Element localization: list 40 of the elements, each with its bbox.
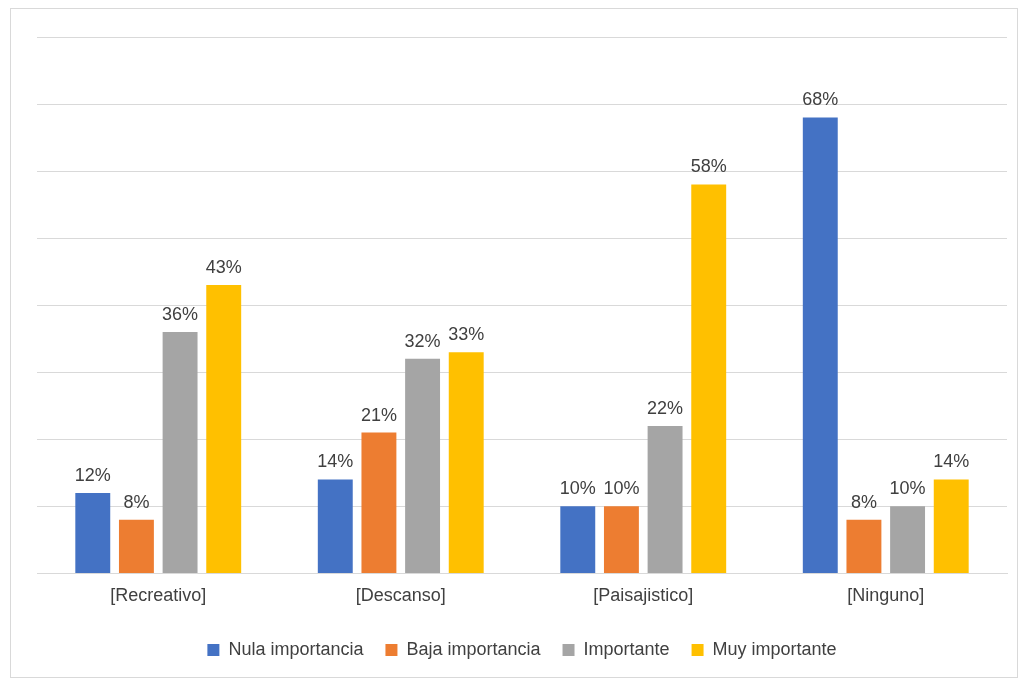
bar — [448, 352, 484, 573]
bar — [691, 184, 727, 573]
bar — [317, 479, 353, 573]
data-label: 33% — [448, 324, 485, 345]
x-tick-label: [Paisajistico] — [593, 585, 694, 606]
data-label: 68% — [802, 89, 839, 110]
x-tick-label: [Ninguno] — [847, 585, 925, 606]
data-label: 10% — [559, 478, 596, 499]
data-label: 12% — [74, 464, 111, 485]
data-label: 14% — [317, 451, 354, 472]
bar — [75, 492, 111, 573]
data-label: 36% — [162, 303, 199, 324]
bar — [162, 332, 198, 573]
bar — [560, 506, 596, 573]
bar — [647, 425, 683, 573]
data-label: 32% — [404, 330, 441, 351]
data-label: 8% — [850, 491, 877, 512]
bar — [603, 506, 639, 573]
bar — [802, 117, 838, 573]
data-label: 43% — [205, 257, 242, 278]
data-label: 22% — [647, 397, 684, 418]
bar — [933, 479, 969, 573]
legend-label: Importante — [583, 638, 670, 659]
data-label: 10% — [603, 478, 640, 499]
legend-label: Muy importante — [712, 638, 837, 659]
legend-label: Baja importancia — [406, 638, 542, 659]
data-label: 10% — [889, 478, 926, 499]
data-label: 21% — [360, 404, 397, 425]
bar — [890, 506, 926, 573]
bar — [361, 432, 397, 573]
bar — [118, 519, 154, 573]
x-tick-label: [Descanso] — [355, 585, 446, 606]
data-label: 8% — [123, 491, 150, 512]
bar — [405, 358, 441, 573]
bar — [846, 519, 882, 573]
x-tick-label: [Recreativo] — [110, 585, 207, 606]
bar — [206, 285, 242, 573]
data-label: 14% — [933, 451, 970, 472]
data-label: 58% — [690, 156, 727, 177]
legend-label: Nula importancia — [228, 638, 365, 659]
